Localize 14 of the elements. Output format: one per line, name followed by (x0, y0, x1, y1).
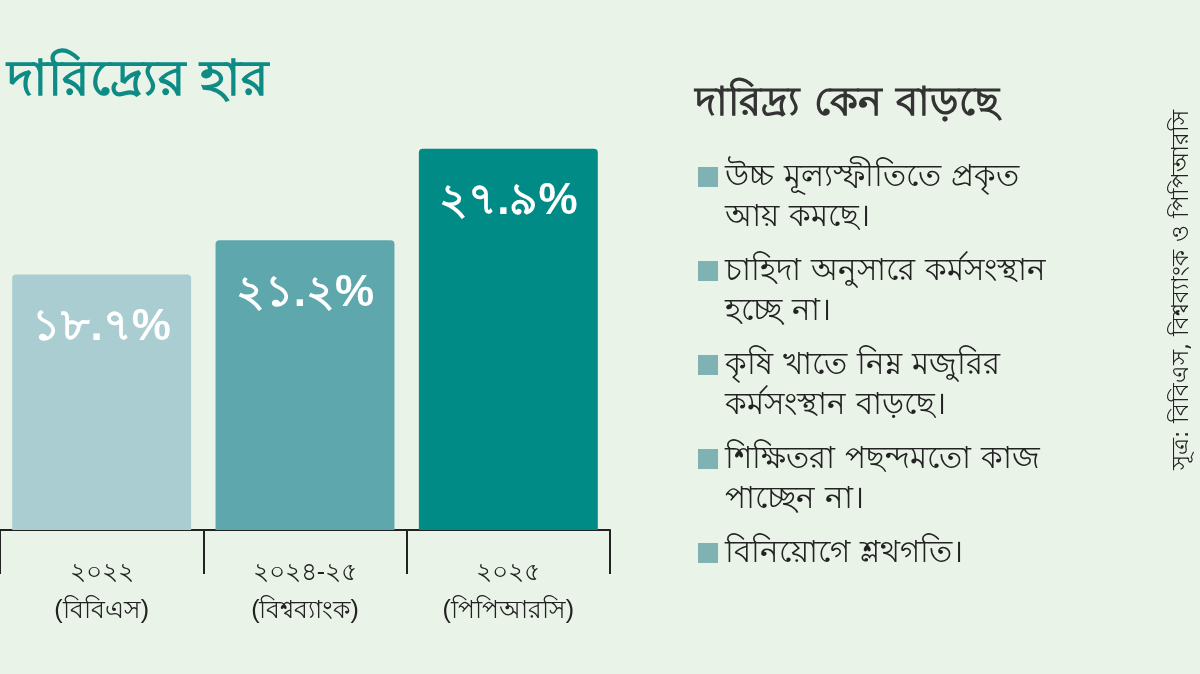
text: উচ্চ মূল্যস্ফীতিতে প্রকৃত আয় কমছে। (723, 155, 1021, 235)
text: দারিদ্র্য কেন বাড়ছে (695, 76, 1003, 126)
text: শিক্ষিতরা পছন্দমতো কাজ পাচ্ছেন না। (723, 438, 1041, 517)
text: বিনিয়োগে শ্লথগতি। (723, 532, 964, 571)
text: কৃষি খাতে নিম্ন মজুরির কর্মসংস্থান বাড়ছে। (723, 344, 1002, 423)
text: সূত্র: বিবিএস, বিশ্বব্যাংক ও পিপিআরসি (1166, 110, 1195, 471)
x-tick-label: ২০২৫ (পিপিআরসি) (442, 557, 575, 623)
data-label: ২১.২% (235, 265, 375, 315)
data-label: ১৮.৭% (32, 299, 171, 349)
text: চাহিদা অনুসারে কর্মসংস্থান হচ্ছে না। (723, 250, 1047, 329)
data-label: ২৭.৯% (439, 174, 578, 224)
x-tick-label: ২০২৪-২৫ (বিশ্বব্যাংক) (251, 557, 359, 623)
x-tick-label: ২০২২ (বিবিএস) (54, 557, 149, 623)
chart-title: দারিদ্র্যের হার (5, 48, 270, 106)
